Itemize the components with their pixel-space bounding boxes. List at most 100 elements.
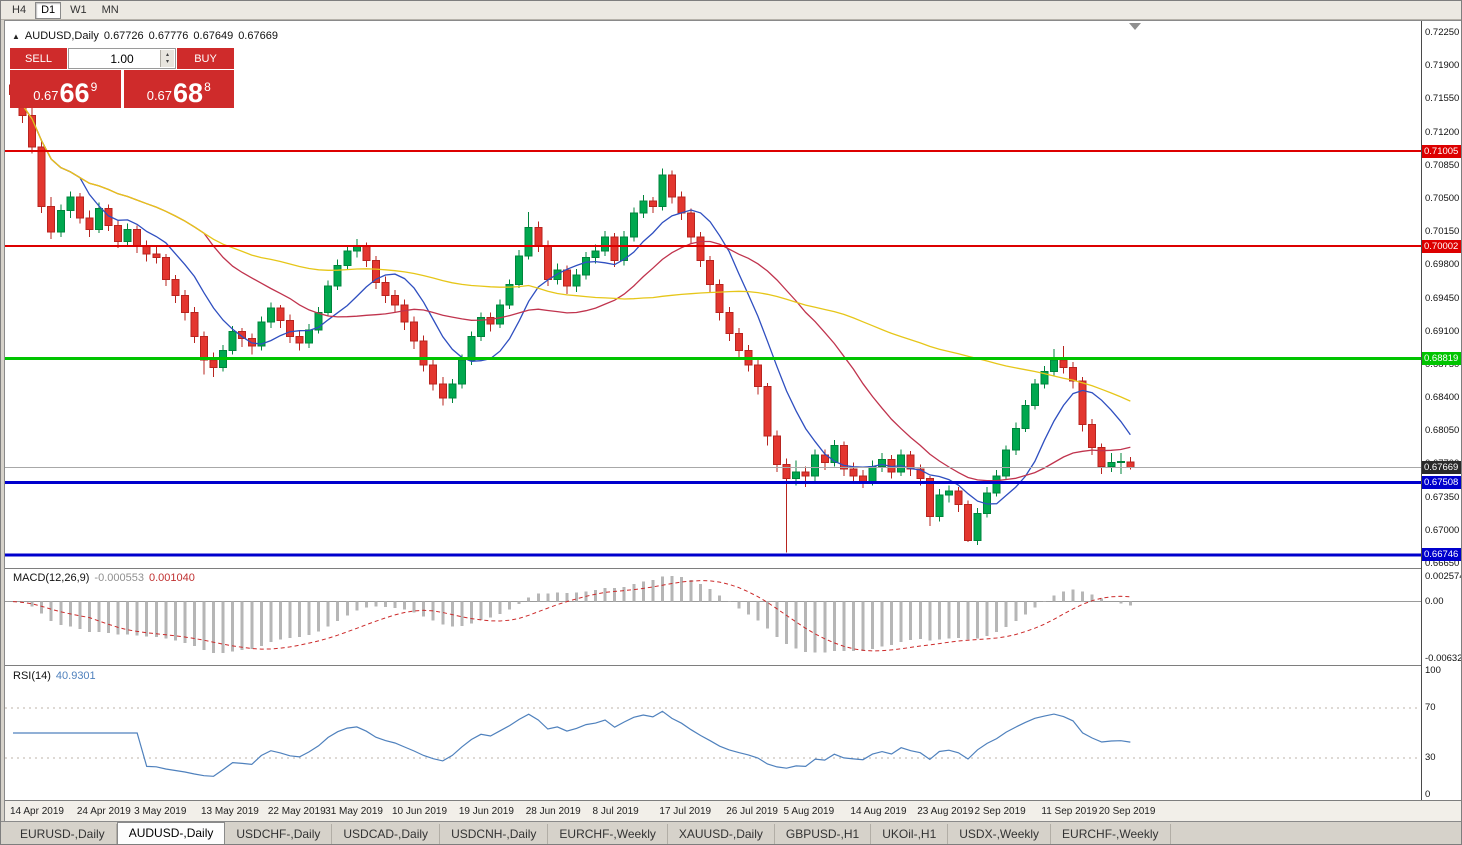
candle-body [457,359,466,385]
candle-body [324,285,333,314]
candle-body [811,454,820,477]
price-tick: 0.67350 [1425,491,1460,503]
volume-stepper[interactable]: ▴ ▾ [160,50,174,67]
symbol-period-label: AUDUSD,Daily [24,30,99,42]
candle-body [830,444,839,464]
buy-price-button[interactable]: 0.67 68 8 [123,70,234,108]
sell-price-big: 66 [59,78,90,108]
candle-body [639,200,648,214]
candle-body [1069,367,1078,382]
date-label: 24 Apr 2019 [76,806,131,817]
symbol-tab-xauusd-daily[interactable]: XAUUSD-,Daily [668,824,775,844]
candle-body [667,174,676,198]
price-tick: 0.68050 [1425,425,1460,437]
candle-body [868,465,877,483]
date-label: 22 May 2019 [267,806,326,817]
date-label: 23 Aug 2019 [917,806,974,817]
timeframe-button-h4[interactable]: H4 [12,3,27,16]
rsi-scale-30: 30 [1425,751,1436,763]
one-click-trading-panel: SELL 1.00 ▴ ▾ BUY 0.67 66 9 0.67 68 8 [10,48,234,108]
volume-decrease-icon[interactable]: ▾ [165,58,169,65]
chart-shift-marker[interactable] [1129,23,1141,30]
price-chart[interactable] [5,21,1422,568]
candle-body [1049,359,1058,373]
candle-body [515,255,524,285]
macd-scale-bottom: -0.0063286 [1425,653,1462,664]
candle-body [94,207,103,230]
level-price-tag: 0.68819 [1422,351,1461,365]
buy-price-sup: 8 [204,80,211,94]
candle-body [964,503,972,541]
symbol-tab-gbpusd-h1[interactable]: GBPUSD-,H1 [775,824,872,844]
price-tick: 0.67000 [1425,524,1460,536]
timeframe-button-d1[interactable]: D1 [35,1,62,19]
timeframe-button-w1[interactable]: W1 [70,3,87,16]
candle-body [190,312,199,337]
candle-body [28,114,37,148]
time-axis: 14 Apr 2019 24 Apr 2019 3 May 2019 13 May 2… [5,800,1461,821]
rsi-indicator-pane[interactable] [5,666,1422,800]
candle-body [753,364,762,388]
price-tick: 0.68400 [1425,392,1460,404]
macd-indicator-pane[interactable] [5,569,1422,665]
symbol-tab-usdx-weekly[interactable]: USDX-,Weekly [948,824,1052,844]
candle-body [85,217,94,230]
macd-signal-line [12,580,1131,652]
price-tick: 0.71200 [1425,126,1460,138]
price-tick: 0.71900 [1425,60,1460,72]
candle-body [47,206,56,233]
candle-body [238,331,247,339]
current-price-tag: 0.67669 [1422,460,1461,474]
candle-body [878,459,887,467]
candle-body [123,228,132,243]
one-click-collapse-icon[interactable]: ▲ [12,31,20,41]
volume-increase-icon[interactable]: ▴ [165,51,169,58]
sell-price-button[interactable]: 0.67 66 9 [10,70,121,108]
candle-body [610,236,619,262]
candle-body [687,212,696,238]
date-label: 13 May 2019 [201,806,259,817]
volume-input[interactable]: 1.00 ▴ ▾ [68,48,176,69]
candle-body [897,454,906,473]
candle-body [562,269,571,287]
candle-body [601,236,610,252]
level-price-tag: 0.67508 [1422,476,1461,490]
date-label: 2 Sep 2019 [974,806,1026,817]
macd-histogram [21,576,1132,654]
price-tick: 0.70150 [1425,226,1460,238]
sell-button[interactable]: SELL [10,48,67,69]
price-tick: 0.72250 [1425,27,1460,38]
symbol-tab-eurchf-weekly[interactable]: EURCHF-,Weekly [1051,824,1171,844]
symbol-tab-eurchf-weekly[interactable]: EURCHF-,Weekly [548,824,668,844]
macd-value: -0.000553 [94,572,144,584]
level-price-tag: 0.71005 [1422,144,1461,158]
rsi-name: RSI(14) [13,670,51,682]
candle-body [1088,424,1097,448]
pane-separator[interactable] [5,665,1461,666]
date-label: 3 May 2019 [134,806,187,817]
candle-body [1059,359,1068,369]
candle-body [333,264,342,287]
candle-body [620,236,629,262]
candle-body [410,321,419,342]
symbol-tab-usdcad-daily[interactable]: USDCAD-,Daily [332,824,441,844]
candle-body [820,454,829,464]
symbol-tab-ukoil-h1[interactable]: UKOil-,H1 [871,824,949,844]
macd-label: MACD(12,26,9) -0.000553 0.001040 [13,572,195,584]
candle-body [133,228,142,247]
pane-separator[interactable] [5,568,1461,569]
candle-body [228,331,237,352]
price-tick: 0.66650 [1425,558,1460,569]
timeframe-button-mn[interactable]: MN [101,3,119,16]
chart-area[interactable]: ▲ AUDUSD,Daily 0.67726 0.67776 0.67649 0… [4,20,1462,821]
symbol-tab-usdchf-daily[interactable]: USDCHF-,Daily [225,824,333,844]
candle-body [305,329,314,344]
date-label: 14 Apr 2019 [10,806,64,817]
candle-body [973,513,982,541]
buy-button[interactable]: BUY [177,48,234,69]
candle-body [343,250,352,266]
symbol-tab-usdcnh-daily[interactable]: USDCNH-,Daily [440,824,549,844]
symbol-tab-audusd-daily[interactable]: AUDUSD-,Daily [116,822,226,844]
symbol-tab-eurusd-daily[interactable]: EURUSD-,Daily [9,824,117,844]
date-label: 5 Aug 2019 [783,806,835,817]
